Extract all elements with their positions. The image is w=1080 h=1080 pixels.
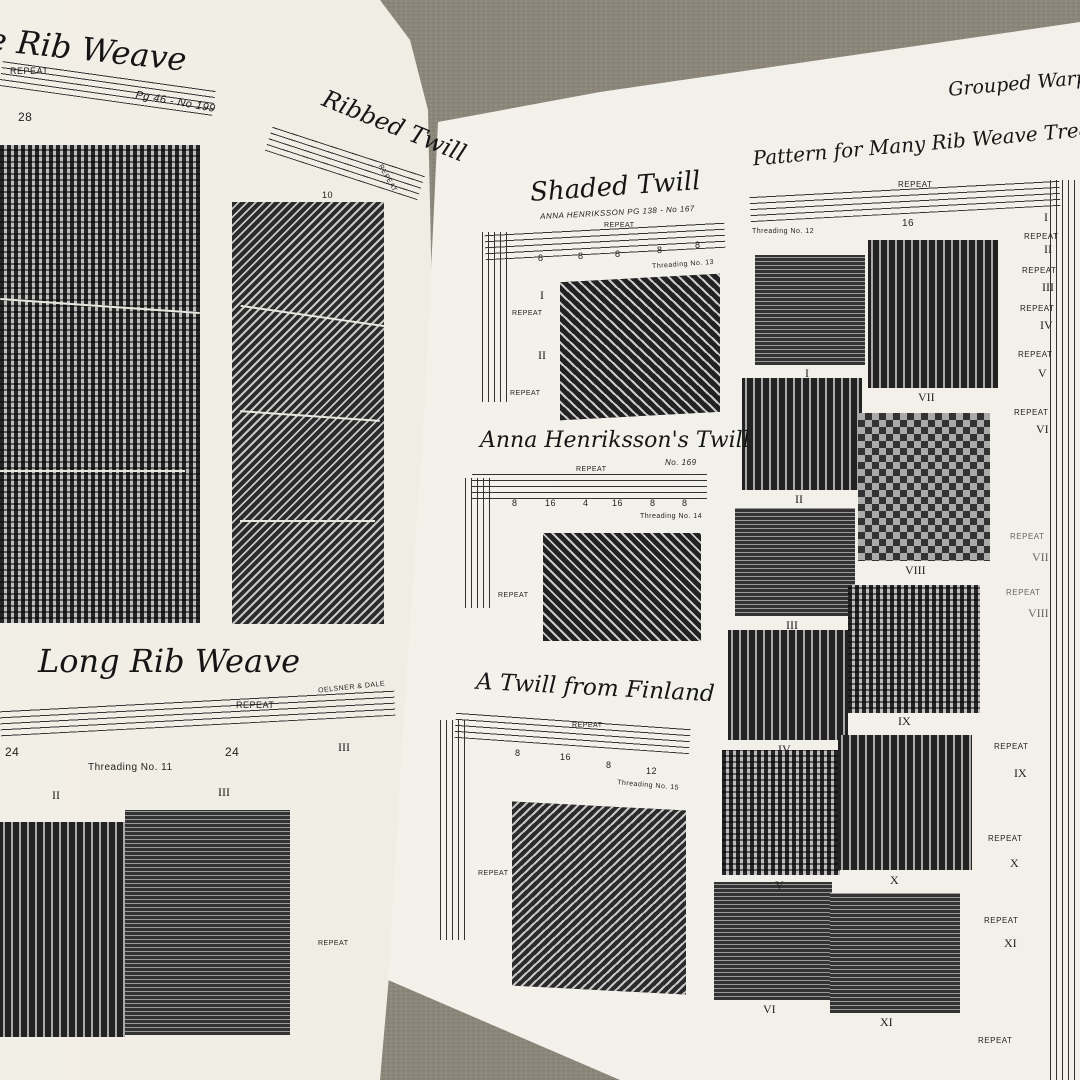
swatch-label: II xyxy=(538,348,546,362)
treadling-label: REPEAT xyxy=(994,742,1029,751)
count: 12 xyxy=(646,766,658,776)
count: 8 xyxy=(606,760,612,770)
weave-swatch-vi xyxy=(714,882,832,1000)
count: 24 xyxy=(225,745,240,759)
weave-swatch-x xyxy=(838,735,972,870)
count: 8 xyxy=(512,498,518,508)
swatch-label: I xyxy=(805,366,809,380)
count: 28 xyxy=(18,110,33,124)
title-long-rib-weave: Long Rib Weave xyxy=(38,642,301,680)
count: 8 xyxy=(515,748,521,758)
threading-label: Threading No. 14 xyxy=(640,513,703,520)
count: 8 xyxy=(578,251,584,261)
treadling-label: REPEAT xyxy=(1006,588,1041,597)
weave-swatch xyxy=(0,145,200,623)
treadling-draft xyxy=(465,478,495,608)
swatch-label: I xyxy=(540,288,544,302)
repeat-label: REPEAT xyxy=(510,390,541,397)
repeat-label: REPEAT xyxy=(898,180,933,189)
swatch-label: V xyxy=(775,878,784,892)
treadling-label: X xyxy=(1010,856,1019,870)
count: 16 xyxy=(612,498,624,508)
treadling-label: VI xyxy=(1036,422,1049,436)
swatch-label: VII xyxy=(918,390,935,404)
swatch-label: II xyxy=(52,788,60,802)
treadling-label: REPEAT xyxy=(1024,232,1059,241)
reference: No. 169 xyxy=(665,458,697,467)
treadling-label: I xyxy=(1044,210,1048,224)
treadling-label: II xyxy=(1044,242,1052,256)
swatch-label: III xyxy=(786,618,798,632)
treadling-draft xyxy=(440,720,470,940)
count: 8 xyxy=(615,249,621,259)
treadling-label: XI xyxy=(1004,936,1017,950)
swatch-label: III xyxy=(338,740,350,754)
weave-swatch-vii xyxy=(868,240,998,388)
repeat-label: REPEAT xyxy=(478,870,509,877)
treadling-label: REPEAT xyxy=(1022,266,1057,275)
weave-swatch xyxy=(512,801,686,995)
repeat-label: REPEAT xyxy=(572,722,603,729)
count: 16 xyxy=(545,498,557,508)
treadling-label: VIII xyxy=(1028,606,1049,620)
treadling-draft xyxy=(482,232,510,402)
weave-swatch-viii xyxy=(858,413,990,561)
weave-swatch-v xyxy=(722,750,840,875)
threading-label: Threading No. 11 xyxy=(88,762,173,773)
weave-swatch-ii xyxy=(742,378,862,490)
treadling-label: REPEAT xyxy=(1014,408,1049,417)
title-anna-henrikssons-twill: Anna Henriksson's Twill xyxy=(480,428,750,453)
swatch-label: IX xyxy=(898,714,911,728)
treadling-label: III xyxy=(1042,280,1054,294)
threading-label: Threading No. 12 xyxy=(752,228,815,235)
treadling-draft xyxy=(1050,180,1080,1080)
treadling-label: REPEAT xyxy=(984,916,1019,925)
weave-swatch-xi xyxy=(830,893,960,1013)
weave-swatch-ix xyxy=(848,585,980,713)
weave-swatch xyxy=(125,810,290,1035)
threading-draft xyxy=(472,473,707,499)
weave-swatch xyxy=(560,273,720,421)
count: 16 xyxy=(560,752,572,762)
treadling-label: REPEAT xyxy=(988,834,1023,843)
count: 8 xyxy=(650,498,656,508)
count: 8 xyxy=(657,245,663,255)
count: 8 xyxy=(538,253,544,263)
treadling-label: REPEAT xyxy=(1020,304,1055,313)
weave-swatch xyxy=(543,533,701,641)
repeat-label: REPEAT xyxy=(236,700,275,710)
treadling-label: REPEAT xyxy=(1010,532,1045,541)
weave-swatch-iii xyxy=(735,508,855,616)
weave-swatch xyxy=(0,822,125,1037)
weave-swatch-i xyxy=(755,255,865,365)
count: 8 xyxy=(695,240,701,250)
swatch-label: XI xyxy=(880,1015,893,1029)
repeat-label: REPEAT xyxy=(318,940,349,947)
treadling-label: VII xyxy=(1032,550,1049,564)
swatch-label: VIII xyxy=(905,563,926,577)
swatch-label: II xyxy=(795,492,803,506)
treadling-label: V xyxy=(1038,366,1047,380)
count: 10 xyxy=(322,190,334,200)
count: 24 xyxy=(5,745,20,759)
repeat-label: REPEAT xyxy=(576,466,607,473)
treadling-label: REPEAT xyxy=(1018,350,1053,359)
repeat-label: REPEAT xyxy=(10,66,49,76)
repeat-label: REPEAT xyxy=(604,222,635,229)
repeat-label: REPEAT xyxy=(498,592,529,599)
swatch-label: III xyxy=(218,785,230,799)
count: 8 xyxy=(682,498,688,508)
count: 16 xyxy=(902,218,915,229)
swatch-label: VI xyxy=(763,1002,776,1016)
count: 4 xyxy=(583,498,589,508)
swatch-label: X xyxy=(890,873,899,887)
weave-swatch-iv xyxy=(728,630,848,740)
swatch-label: IV xyxy=(778,742,791,756)
treadling-label: IX xyxy=(1014,766,1027,780)
repeat-label: REPEAT xyxy=(512,310,543,317)
treadling-label: IV xyxy=(1040,318,1053,332)
treadling-label: REPEAT xyxy=(978,1036,1013,1045)
